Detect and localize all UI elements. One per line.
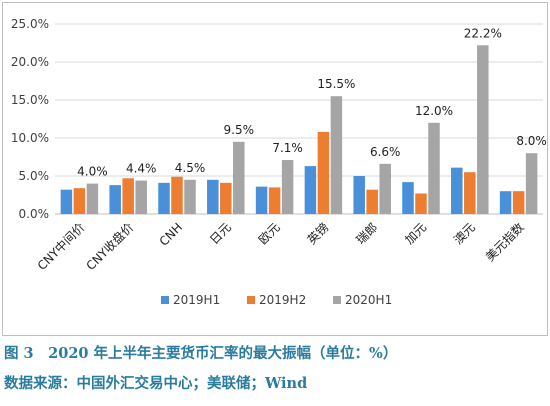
bar-2020H1 — [428, 122, 440, 214]
data-label: 6.6% — [370, 145, 401, 159]
category-label: 澳元 — [451, 220, 478, 247]
bar-2019H2 — [171, 176, 183, 214]
bar-2019H1 — [499, 191, 512, 214]
bar-2019H2 — [464, 172, 476, 214]
y-tick-label: 25.0% — [11, 17, 49, 31]
y-tick-label: 15.0% — [11, 93, 49, 107]
category-label: 英镑 — [304, 220, 332, 248]
legend-swatch — [161, 296, 169, 304]
category-label: 瑞郎 — [353, 220, 380, 247]
bar-2019H2 — [415, 193, 427, 214]
bar-2020H1 — [135, 180, 147, 214]
data-source: 数据来源：中国外汇交易中心；美联储；Wind — [4, 375, 308, 392]
data-label: 12.0% — [415, 104, 453, 118]
y-tick-label: 10.0% — [11, 131, 49, 145]
bar-2019H2 — [512, 191, 525, 214]
bar-chart: 0.0% 5.0% 10.0% 15.0% 20.0% 25.0% 4.0% CNY中间价 4.… — [11, 17, 547, 307]
bar-2019H2 — [317, 131, 330, 214]
bar-2019H1 — [109, 185, 121, 214]
bar-2019H2 — [73, 188, 86, 214]
bar-2020H1 — [330, 96, 343, 214]
bar-2019H1 — [451, 167, 463, 214]
bar-2020H1 — [477, 45, 489, 214]
bar-2020H1 — [233, 141, 245, 214]
data-label: 4.4% — [126, 162, 157, 176]
category-label: 欧元 — [256, 220, 283, 247]
category-label: CNY中间价 — [34, 220, 88, 274]
bar-2019H1 — [158, 182, 170, 214]
bar-2020H1 — [525, 153, 538, 214]
bar-2019H1 — [402, 182, 414, 214]
category-label: 日元 — [207, 220, 234, 247]
legend-label: 2019H1 — [173, 293, 220, 307]
bar-2019H2 — [122, 178, 134, 214]
legend-label: 2019H2 — [259, 293, 306, 307]
bar-2019H1 — [207, 179, 219, 214]
bar-2020H1 — [184, 179, 196, 214]
category-label: 加元 — [402, 220, 429, 247]
legend-label: 2020H1 — [345, 293, 392, 307]
legend-swatch — [247, 296, 255, 304]
bar-2019H2 — [220, 182, 232, 214]
bar-2020H1 — [281, 160, 294, 214]
bar-2019H1 — [304, 166, 317, 214]
category-label: CNY收盘价 — [83, 220, 137, 274]
y-tick-label: 20.0% — [11, 55, 49, 69]
category-label: CNH — [157, 220, 186, 249]
data-label: 7.1% — [272, 141, 303, 155]
data-label: 22.2% — [464, 26, 502, 40]
category-label: 美元指数 — [482, 220, 527, 265]
data-label: 9.5% — [224, 123, 255, 137]
y-tick-label: 5.0% — [19, 169, 50, 183]
bar-2020H1 — [86, 183, 99, 214]
bar-2019H1 — [255, 186, 268, 214]
legend-swatch — [333, 296, 341, 304]
data-label: 8.0% — [516, 134, 547, 148]
figure-caption: 图 3 2020 年上半年主要货币汇率的最大振幅（单位：%） — [4, 345, 398, 362]
bar-2019H2 — [268, 187, 281, 214]
chart-frame: 0.0% 5.0% 10.0% 15.0% 20.0% 25.0% 4.0% CNY中间价 4.… — [2, 2, 548, 336]
bar-2019H1 — [60, 189, 73, 214]
data-label: 4.0% — [77, 165, 108, 179]
bar-2019H1 — [353, 176, 365, 214]
bar-2019H2 — [366, 189, 378, 214]
data-label: 4.5% — [175, 161, 206, 175]
bar-2020H1 — [379, 163, 391, 214]
data-label: 15.5% — [317, 77, 355, 91]
y-tick-label: 0.0% — [19, 207, 50, 221]
